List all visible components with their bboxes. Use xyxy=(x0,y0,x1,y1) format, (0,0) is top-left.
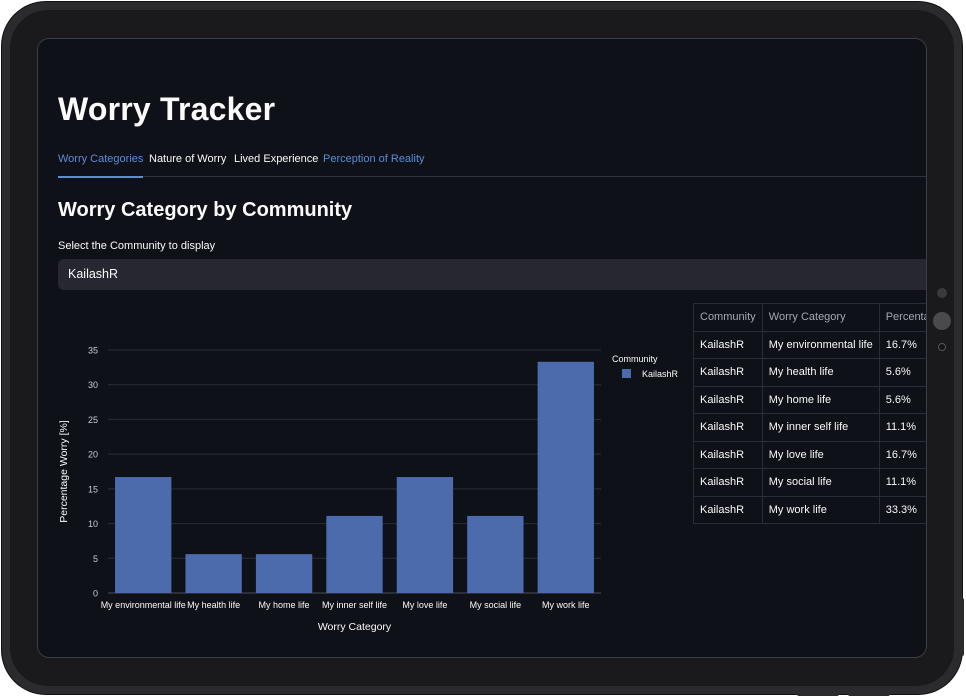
worry-bar-chart: 0 5 10 15 20 25 30 35 My environmental life My he… xyxy=(58,346,679,634)
legend-title: Community xyxy=(612,354,658,364)
column-header[interactable]: Percentage xyxy=(878,303,926,332)
x-tick-label: My health life xyxy=(187,600,240,610)
y-tick-label: 15 xyxy=(88,484,98,494)
table-row: KailashR My social life 11.1% xyxy=(693,468,926,497)
bar xyxy=(326,515,383,593)
bar xyxy=(467,515,524,593)
table-header-row: Community Worry Category Percentage xyxy=(693,303,926,332)
table-cell: KailashR xyxy=(693,468,763,497)
section-title: Worry Category by Community xyxy=(58,199,353,221)
volume-button xyxy=(848,692,890,696)
bar xyxy=(255,554,313,593)
table-cell: KailashR xyxy=(693,358,763,387)
table-cell: 16.7% xyxy=(878,440,926,469)
column-header[interactable]: Community xyxy=(693,303,763,332)
table-cell: 11.1% xyxy=(878,468,926,497)
volume-button xyxy=(797,692,839,696)
table-cell: My home life xyxy=(761,385,880,414)
bar xyxy=(115,477,172,593)
select-label: Select the Community to display xyxy=(58,240,216,252)
table-cell: KailashR xyxy=(693,440,763,469)
table-cell: 33.3% xyxy=(878,495,926,524)
table-row: KailashR My health life 5.6% xyxy=(693,358,926,387)
data-table: Community Worry Category Percentage Kail… xyxy=(693,303,926,524)
table-row: KailashR My home life 5.6% xyxy=(693,385,926,414)
table-cell: 16.7% xyxy=(878,330,926,359)
table-cell: 5.6% xyxy=(878,385,926,414)
table-row: KailashR My inner self life 11.1% xyxy=(693,413,926,442)
y-axis-label: Percentage Worry [%] xyxy=(58,420,70,523)
table-cell: My love life xyxy=(761,440,880,469)
table-row: KailashR My work life 33.3% xyxy=(693,495,926,524)
tab-nature-of-worry[interactable]: Nature of Worry xyxy=(149,153,227,165)
tab-lived-experience[interactable]: Lived Experience xyxy=(234,153,319,165)
column-header[interactable]: Worry Category xyxy=(761,303,880,332)
y-tick-label: 5 xyxy=(93,554,98,564)
bar xyxy=(537,361,594,593)
x-tick-label: My social life xyxy=(470,600,522,610)
table-cell: 11.1% xyxy=(878,413,926,442)
sensor-icon xyxy=(937,288,947,298)
camera-icon xyxy=(933,312,951,330)
table-cell: My work life xyxy=(761,495,880,524)
page-title: Worry Tracker xyxy=(58,91,276,127)
legend-entry: KailashR xyxy=(642,369,679,379)
y-tick-label: 30 xyxy=(88,380,98,390)
bar xyxy=(396,477,454,593)
select-value: KailashR xyxy=(68,267,119,281)
power-button xyxy=(960,598,964,656)
x-tick-label: My home life xyxy=(259,600,310,610)
x-tick-label: My inner self life xyxy=(322,600,387,610)
y-tick-label: 20 xyxy=(88,450,98,460)
legend-swatch xyxy=(622,369,631,378)
table-cell: KailashR xyxy=(693,495,763,524)
y-tick-label: 25 xyxy=(88,415,98,425)
flash-icon xyxy=(938,343,946,351)
tab-worry-categories[interactable]: Worry Categories xyxy=(58,153,144,178)
table-row: KailashR My environmental life 16.7% xyxy=(693,330,926,359)
table-cell: My environmental life xyxy=(761,330,880,359)
table-row: KailashR My love life 16.7% xyxy=(693,440,926,469)
table-cell: KailashR xyxy=(693,413,763,442)
x-tick-label: My love life xyxy=(402,600,447,610)
app-screen: Worry Tracker Worry Categories Nature of… xyxy=(37,38,927,658)
bar xyxy=(185,554,242,593)
table-cell: My social life xyxy=(761,468,880,497)
table-cell: My inner self life xyxy=(761,413,880,442)
x-tick-label: My environmental life xyxy=(101,600,186,610)
table-cell: My health life xyxy=(761,358,880,387)
table-cell: KailashR xyxy=(693,385,763,414)
tab-bar: Worry Categories Nature of Worry Lived E… xyxy=(58,153,926,178)
table-cell: KailashR xyxy=(693,330,763,359)
tab-perception-of-reality[interactable]: Perception of Reality xyxy=(323,153,425,165)
table-cell: 5.6% xyxy=(878,358,926,387)
x-axis-label: Worry Category xyxy=(318,621,392,633)
y-tick-label: 35 xyxy=(88,346,98,356)
y-tick-label: 0 xyxy=(93,589,98,599)
x-tick-label: My work life xyxy=(542,600,590,610)
y-tick-label: 10 xyxy=(88,519,98,529)
community-select[interactable]: KailashR xyxy=(58,259,926,290)
